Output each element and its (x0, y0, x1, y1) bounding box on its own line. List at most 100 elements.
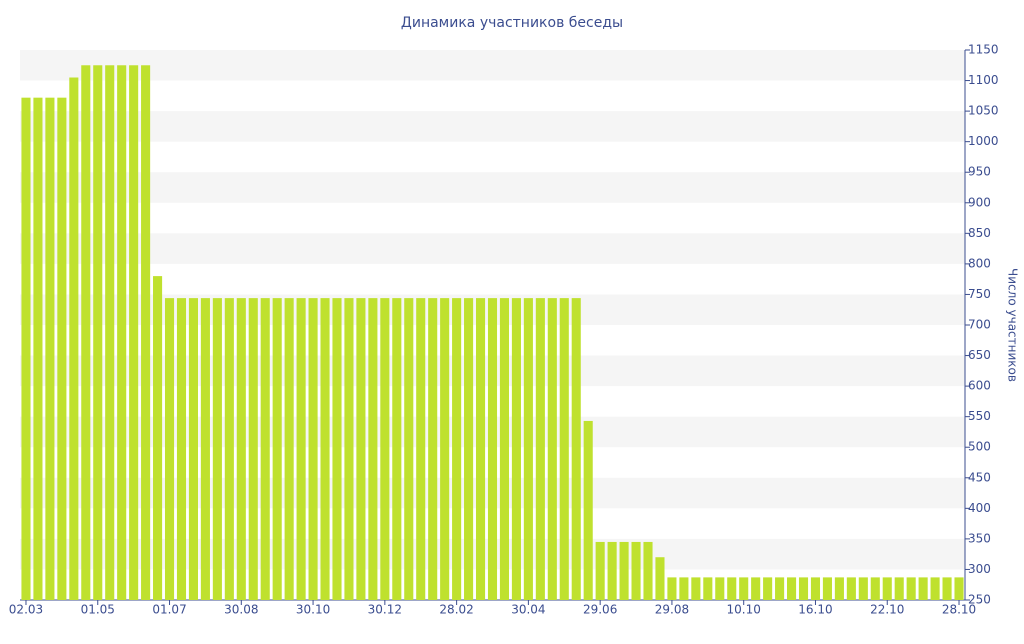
bar (918, 577, 928, 600)
bar (547, 298, 557, 600)
bar (236, 298, 246, 600)
x-tick-label: 22.10 (870, 603, 904, 617)
grid-band (20, 50, 965, 81)
bar (487, 298, 498, 600)
bar (511, 298, 521, 600)
bar (810, 577, 821, 600)
x-tick-label: 01.05 (81, 603, 115, 617)
y-tick-label: 600 (968, 379, 991, 393)
bar (440, 298, 450, 600)
x-tick-label: 28.10 (942, 603, 976, 617)
bar (296, 298, 306, 600)
bar (691, 577, 701, 600)
bar (164, 298, 175, 600)
bar (822, 577, 832, 600)
bar (69, 77, 79, 600)
y-tick-label: 1000 (968, 134, 999, 148)
bar (870, 577, 880, 600)
bar (535, 298, 545, 600)
bar (404, 298, 414, 600)
x-tick-label: 02.03 (9, 603, 43, 617)
x-tick-label: 30.10 (296, 603, 330, 617)
grid-band (20, 233, 965, 264)
bar (212, 298, 222, 600)
y-tick-label: 800 (968, 256, 991, 270)
bar (416, 298, 426, 600)
bar (906, 577, 916, 600)
bar (380, 298, 390, 600)
bar (954, 577, 964, 600)
bar (248, 298, 258, 600)
bar (703, 577, 713, 600)
y-tick-label: 550 (968, 409, 991, 423)
bar (739, 577, 749, 600)
y-tick-label: 950 (968, 165, 991, 179)
y-tick-label: 250 (968, 593, 991, 607)
bar (834, 577, 844, 600)
bar (344, 298, 354, 600)
y-axis-title: Число участников (1006, 268, 1020, 382)
bar (129, 65, 139, 601)
x-tick-label: 16.10 (798, 603, 832, 617)
bar (571, 298, 581, 600)
bar (667, 577, 677, 600)
bar (368, 298, 378, 600)
bar (583, 420, 593, 600)
bar (631, 541, 641, 600)
x-tick-label: 29.06 (583, 603, 617, 617)
bar (332, 298, 342, 600)
bar (858, 577, 868, 600)
bar (464, 298, 474, 600)
chart-title: Динамика участников беседы (401, 15, 623, 31)
y-tick-label: 750 (968, 287, 991, 301)
x-tick-label: 30.12 (368, 603, 402, 617)
x-tick-label: 10.10 (727, 603, 761, 617)
bar (787, 577, 797, 600)
x-tick-label: 29.08 (655, 603, 689, 617)
y-tick-label: 1150 (968, 43, 999, 57)
bar (284, 298, 294, 600)
bar (942, 577, 952, 600)
bar (727, 577, 737, 600)
bar (356, 298, 366, 600)
bar (499, 298, 510, 600)
bar (93, 65, 103, 601)
y-tick-label: 650 (968, 348, 991, 362)
y-tick-label: 850 (968, 226, 991, 240)
bar (798, 577, 809, 600)
bar (224, 298, 234, 600)
y-tick-label: 350 (968, 531, 991, 545)
bar (452, 298, 462, 600)
bar (894, 577, 904, 600)
y-tick-label: 900 (968, 195, 991, 209)
bar (655, 557, 665, 600)
bar (607, 541, 617, 600)
bar (523, 298, 533, 600)
bar (475, 298, 486, 600)
bar (320, 298, 330, 600)
y-tick-label: 300 (968, 562, 991, 576)
bar (392, 298, 402, 600)
bar (176, 298, 187, 600)
bar (751, 577, 761, 600)
grid-band (20, 172, 965, 203)
bar (643, 541, 653, 600)
bar (775, 577, 785, 600)
bar (715, 577, 725, 600)
bar (272, 298, 282, 600)
bar (679, 577, 689, 600)
bar (57, 97, 67, 601)
bar (200, 298, 210, 600)
bar (619, 541, 629, 600)
grid-band (20, 111, 965, 142)
y-tick-label: 1100 (968, 73, 999, 87)
x-tick-label: 30.08 (224, 603, 258, 617)
bar (260, 298, 270, 600)
bar (45, 97, 55, 601)
bar (153, 276, 163, 600)
bar (21, 97, 31, 601)
x-tick-label: 28.02 (439, 603, 473, 617)
bar (428, 298, 438, 600)
bar (559, 298, 569, 600)
x-tick-label: 30.04 (511, 603, 545, 617)
